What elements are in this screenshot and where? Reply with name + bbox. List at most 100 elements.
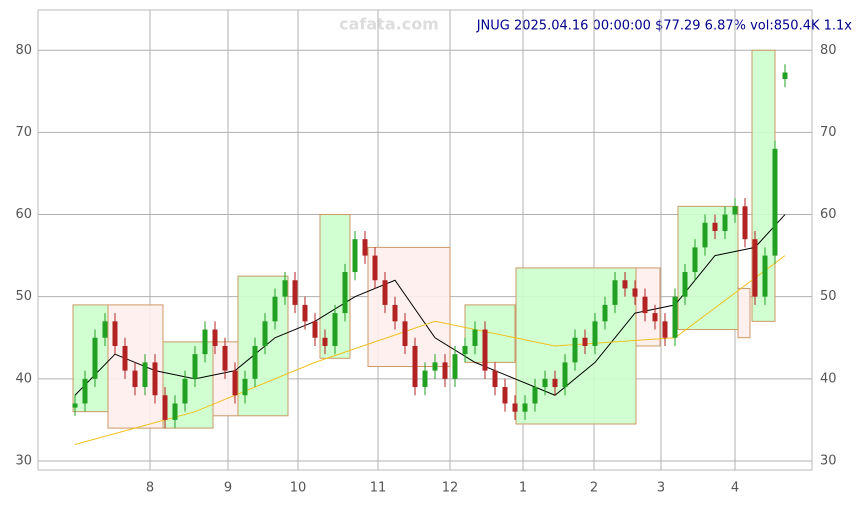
- zone-box: [367, 246, 451, 367]
- candle-body: [272, 296, 278, 322]
- zone-box: [464, 304, 516, 363]
- candle-body: [542, 378, 548, 388]
- candle-body: [592, 321, 598, 346]
- y-tick-label-right: 70: [820, 125, 837, 140]
- candle-body: [692, 247, 698, 273]
- candle-body: [122, 345, 128, 371]
- y-tick-label: 50: [15, 289, 32, 304]
- candle-body: [252, 345, 258, 379]
- candle-body: [712, 222, 718, 231]
- candle-body: [402, 321, 408, 346]
- candle-body: [102, 321, 108, 338]
- candle-body: [462, 345, 468, 355]
- y-tick-label: 80: [15, 43, 32, 58]
- candle-body: [572, 337, 578, 363]
- candle-body: [782, 72, 788, 79]
- x-tick-label: 2: [590, 481, 598, 496]
- candle-body: [492, 370, 498, 388]
- candle-body: [372, 255, 378, 281]
- candle-body: [682, 272, 688, 297]
- x-tick-label: 4: [731, 481, 739, 496]
- candle-body: [352, 239, 358, 273]
- x-tick-label: 8: [146, 481, 154, 496]
- y-tick-label-right: 80: [820, 43, 837, 58]
- candle-body: [322, 337, 328, 346]
- candle-body: [472, 329, 478, 346]
- candle-body: [762, 255, 768, 297]
- candle-body: [92, 337, 98, 379]
- candle-body: [112, 321, 118, 346]
- y-tick-label-right: 30: [820, 453, 837, 468]
- candle-body: [482, 329, 488, 371]
- watermark: cafata.com: [339, 15, 439, 34]
- candle-body: [332, 313, 338, 346]
- candle-body: [632, 288, 638, 297]
- candle-body: [562, 362, 568, 388]
- y-tick-label: 30: [15, 453, 32, 468]
- y-tick-label: 40: [15, 371, 32, 386]
- candle-body: [752, 239, 758, 297]
- candle-body: [422, 370, 428, 388]
- candle-body: [702, 222, 708, 248]
- x-tick-label: 3: [657, 481, 665, 496]
- candle-body: [282, 280, 288, 297]
- zone-box: [677, 205, 739, 331]
- x-tick-label: 1: [519, 481, 527, 496]
- candle-body: [382, 280, 388, 305]
- zone-box: [72, 304, 109, 413]
- candle-body: [662, 321, 668, 338]
- candle-body: [162, 395, 168, 420]
- candle-body: [142, 362, 148, 388]
- candle-body: [262, 321, 268, 346]
- candle-body: [232, 370, 238, 396]
- chart-title: JNUG 2025.04.16 00:00:00 $77.29 6.87% vo…: [476, 19, 853, 34]
- candle-body: [392, 304, 398, 322]
- candle-body: [182, 378, 188, 404]
- candle-body: [622, 280, 628, 289]
- candle-body: [582, 337, 588, 346]
- y-tick-label: 70: [15, 125, 32, 140]
- y-tick-label-right: 40: [820, 371, 837, 386]
- x-tick-label: 12: [442, 481, 459, 496]
- candle-body: [192, 354, 198, 379]
- candle-body: [442, 362, 448, 379]
- candle-body: [532, 387, 538, 404]
- candle-body: [612, 280, 618, 305]
- candle-body: [602, 304, 608, 322]
- x-tick-label: 11: [370, 481, 387, 496]
- candle-body: [242, 378, 248, 396]
- candle-body: [152, 362, 158, 396]
- candle-body: [72, 403, 78, 408]
- zone-box: [635, 267, 661, 347]
- candle-body: [502, 387, 508, 404]
- y-tick-label-right: 50: [820, 289, 837, 304]
- x-tick-label: 10: [290, 481, 307, 496]
- candle-body: [312, 321, 318, 338]
- candle-body: [82, 378, 88, 404]
- candle-body: [292, 280, 298, 305]
- y-tick-label-right: 60: [820, 207, 837, 222]
- candle-body: [642, 296, 648, 314]
- y-tick-label: 60: [15, 207, 32, 222]
- candle-body: [742, 206, 748, 240]
- candle-body: [202, 329, 208, 355]
- candle-body: [552, 378, 558, 388]
- candle-body: [652, 313, 658, 322]
- x-tick-label: 9: [224, 481, 232, 496]
- candle-body: [772, 148, 778, 256]
- candle-body: [172, 403, 178, 420]
- candle-body: [362, 239, 368, 256]
- zone-box: [737, 287, 751, 339]
- candle-body: [732, 206, 738, 215]
- candle-body: [412, 345, 418, 388]
- candle-body: [452, 354, 458, 379]
- candle-body: [722, 214, 728, 231]
- candle-body: [302, 304, 308, 322]
- candle-body: [512, 403, 518, 412]
- candle-body: [132, 370, 138, 388]
- candle-body: [432, 362, 438, 371]
- candle-body: [672, 296, 678, 338]
- candle-body: [522, 403, 528, 412]
